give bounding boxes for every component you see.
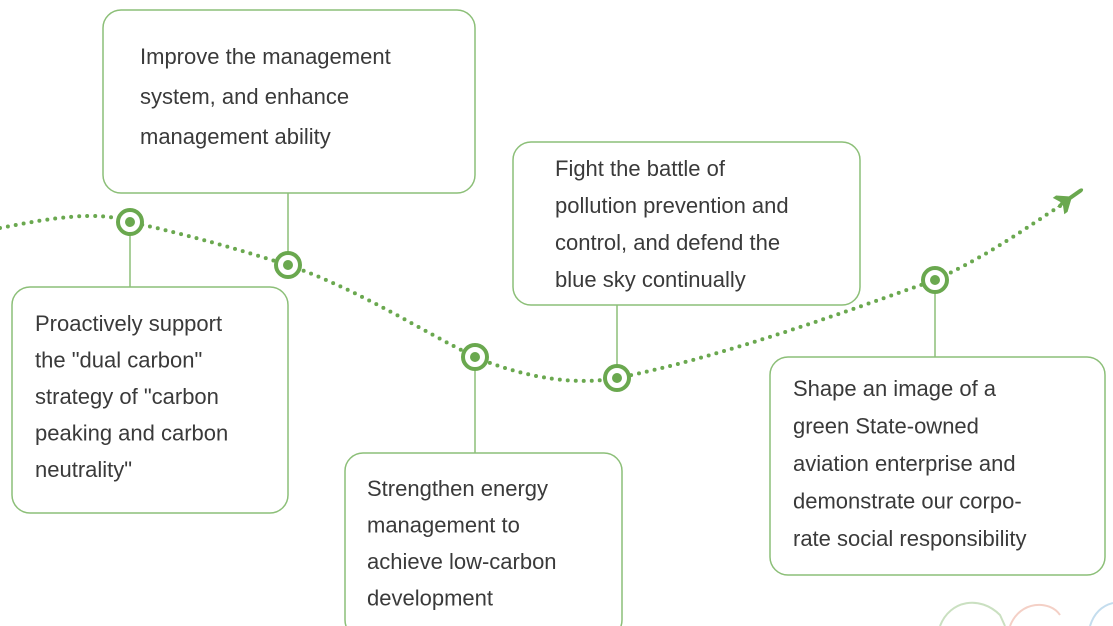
box-text: Improve the management: [140, 44, 391, 69]
box-text: management to: [367, 512, 520, 537]
node-dot: [930, 275, 940, 285]
box-text: the "dual carbon": [35, 347, 202, 372]
box-text: rate social responsibility: [793, 526, 1027, 551]
boxes: Improve the management system, and enhanc…: [11, 9, 1106, 626]
box-text: control, and defend the: [555, 230, 780, 255]
box-text: strategy of "carbon: [35, 384, 219, 409]
text-box: [769, 356, 1106, 576]
text-box: [11, 286, 289, 514]
leaf-decoration: [939, 601, 1113, 626]
box-text: pollution prevention and: [555, 193, 789, 218]
plane-icon: [1052, 188, 1084, 215]
box-text: neutrality": [35, 457, 132, 482]
box-text: aviation enterprise and: [793, 451, 1016, 476]
text-box: [102, 9, 476, 194]
box-text: development: [367, 585, 493, 610]
box-text: green State-owned: [793, 413, 979, 438]
box-text: demonstrate our corpo-: [793, 488, 1022, 513]
box-text: Fight the battle of: [555, 156, 726, 181]
box-text: blue sky continually: [555, 267, 746, 292]
node-dot: [612, 373, 622, 383]
box-text: system, and enhance: [140, 84, 349, 109]
node-dot: [470, 352, 480, 362]
text-box: [344, 452, 623, 626]
box-text: Shape an image of a: [793, 376, 997, 401]
box-text: Proactively support: [35, 311, 222, 336]
box-text: management ability: [140, 124, 331, 149]
box-text: peaking and carbon: [35, 420, 228, 445]
node-dot: [283, 260, 293, 270]
box-text: Strengthen energy: [367, 476, 548, 501]
box-text: achieve low-carbon: [367, 549, 557, 574]
text-box: [512, 141, 861, 306]
node-dot: [125, 217, 135, 227]
